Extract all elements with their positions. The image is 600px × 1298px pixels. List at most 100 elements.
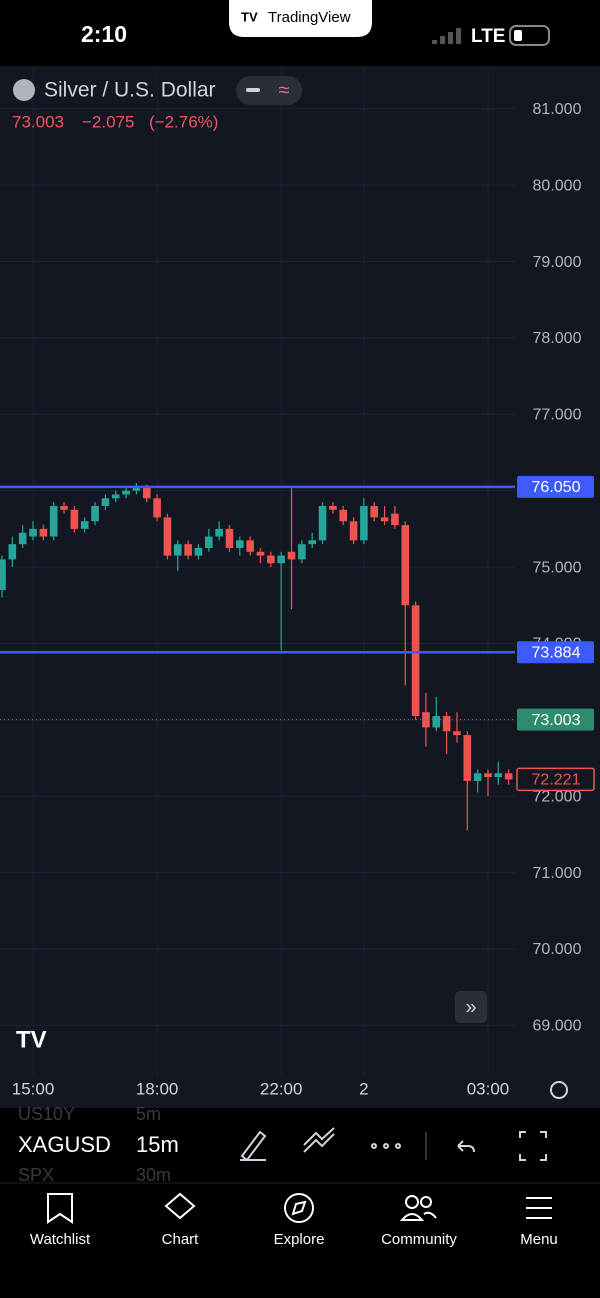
candle-body — [463, 735, 472, 781]
candle-body — [246, 540, 254, 552]
candle-body — [80, 521, 89, 529]
candle-body — [205, 536, 213, 548]
ghost-symbol: SPX — [18, 1165, 54, 1185]
y-tick-label: 78.000 — [533, 330, 582, 347]
network: LTE — [471, 26, 505, 47]
candle-body — [401, 525, 410, 606]
candle-body — [494, 773, 503, 778]
toolbar-icons[interactable] — [240, 1127, 547, 1162]
clock: 2:10 — [81, 21, 127, 47]
chart-bg — [0, 66, 600, 1108]
collapse-icon — [246, 88, 260, 92]
candle-body — [236, 540, 244, 548]
y-tick-label: 70.000 — [533, 941, 582, 958]
candle-body — [91, 505, 99, 522]
y-tick-label: 75.000 — [533, 559, 582, 576]
battery — [509, 25, 550, 46]
change-pct: (−2.76%) — [149, 112, 218, 131]
symbol-icon — [13, 79, 35, 101]
battery-level — [514, 30, 522, 41]
x-tick-label: 22:00 — [260, 1079, 303, 1098]
app-pill — [229, 0, 372, 37]
symbol-button[interactable]: XAGUSD — [18, 1132, 111, 1157]
candle-body — [329, 505, 337, 510]
nav-label[interactable]: Community — [381, 1231, 457, 1248]
candle-body — [225, 528, 234, 548]
last-price: 73.003 — [12, 112, 64, 131]
nav-label[interactable]: Chart — [162, 1231, 200, 1248]
interval-button[interactable]: 15m — [136, 1132, 179, 1157]
nav-labels: Watchlist Chart Explore Community Menu — [30, 1231, 558, 1248]
candle-body — [122, 490, 130, 495]
price-level-badge — [517, 475, 594, 498]
candle-body — [277, 555, 285, 564]
toolbar — [0, 1108, 600, 1183]
compare-icon: ≈ — [279, 79, 290, 101]
candle-body — [153, 498, 161, 518]
price-level-label: 73.003 — [532, 712, 581, 729]
candle-body — [256, 551, 265, 556]
ghost-interval: 5m — [136, 1104, 161, 1124]
nav-label[interactable]: Menu — [520, 1231, 558, 1248]
indicator-pill[interactable] — [236, 76, 302, 105]
candle-body — [380, 517, 389, 522]
plot: 69.00070.00071.00072.00073.00074.00075.0… — [0, 66, 595, 1098]
candle-body — [432, 716, 441, 728]
candle-body — [318, 505, 327, 541]
y-tick-label: 72.000 — [533, 788, 582, 805]
candle-body — [287, 551, 296, 560]
candle-body — [184, 544, 192, 556]
x-tick-label: 15:00 — [12, 1079, 55, 1098]
price-level-badge — [517, 641, 594, 664]
price-level-label: 72.221 — [532, 772, 581, 789]
ghost-interval: 30m — [136, 1165, 171, 1185]
app-name: TradingView — [268, 9, 351, 26]
settings-icon[interactable] — [550, 1081, 568, 1099]
price-level-badge — [516, 767, 595, 792]
y-tick-label: 77.000 — [533, 407, 582, 424]
candle-body — [339, 509, 348, 522]
candle-body — [111, 494, 120, 499]
ghost-symbol: US10Y — [18, 1104, 75, 1124]
candle-body — [0, 559, 6, 590]
candle-body — [70, 509, 79, 529]
change: −2.075 — [82, 112, 134, 131]
candle-body — [473, 773, 482, 781]
candle-body — [163, 517, 172, 556]
candle-body — [504, 773, 513, 780]
symbol-name[interactable]: Silver / U.S. Dollar — [44, 79, 216, 102]
x-tick-label: 2 — [359, 1079, 368, 1098]
candle-body — [422, 712, 430, 728]
y-tick-label: 81.000 — [533, 101, 582, 118]
candle-body — [101, 498, 110, 506]
nav-label[interactable]: Explore — [274, 1231, 325, 1248]
tv-watermark: TV — [16, 1026, 47, 1053]
candle-body — [18, 532, 27, 545]
candle-body — [411, 605, 420, 717]
candle-body — [142, 486, 151, 499]
nav-label[interactable]: Watchlist — [30, 1231, 91, 1248]
candle-body — [370, 505, 379, 518]
candle-body — [391, 513, 399, 526]
app-logo: TV — [241, 9, 258, 24]
candle-body — [360, 505, 368, 541]
y-tick-label: 80.000 — [533, 177, 582, 194]
price-level-label: 76.050 — [532, 479, 581, 496]
candle-body — [194, 547, 203, 556]
y-tick-label: 71.000 — [533, 865, 582, 882]
scroll-right-button[interactable] — [455, 991, 487, 1023]
price-level-badge — [517, 708, 594, 731]
x-tick-label: 03:00 — [467, 1079, 510, 1098]
candle-body — [60, 505, 68, 510]
candle-body — [298, 544, 306, 560]
candle-body — [132, 486, 141, 491]
candle-body — [442, 716, 451, 732]
x-tick-label: 18:00 — [136, 1079, 179, 1098]
y-tick-label: 69.000 — [533, 1018, 582, 1035]
candle-body — [267, 555, 275, 564]
nav-icons — [47, 1192, 552, 1224]
candle-body — [453, 731, 461, 736]
candle-body — [49, 505, 58, 537]
